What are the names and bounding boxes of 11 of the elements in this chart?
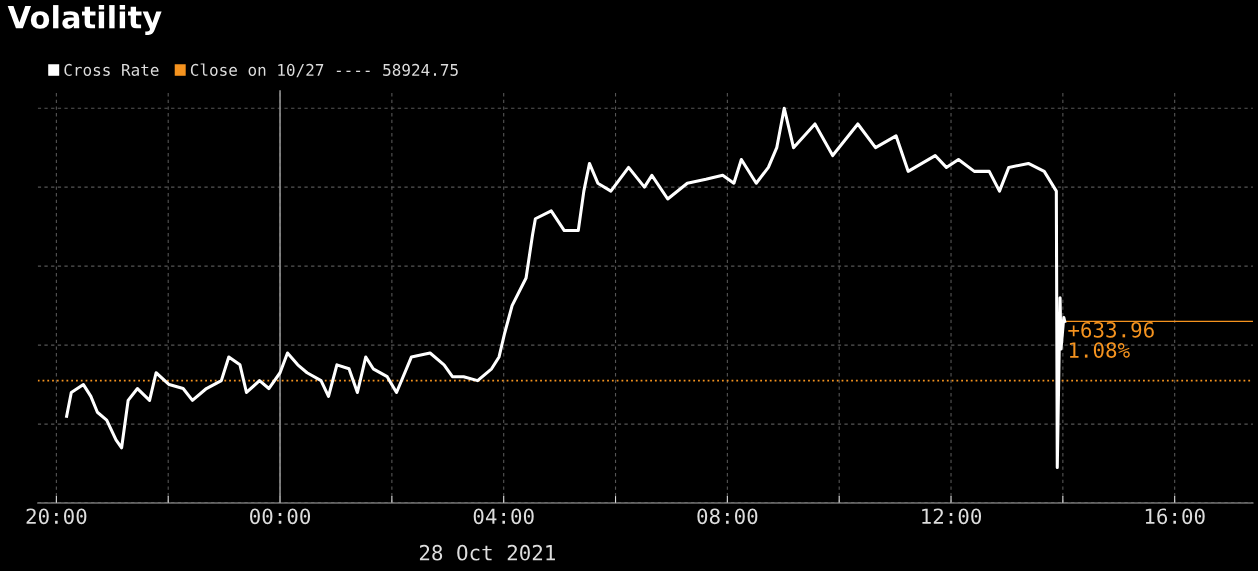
x-tick-label: 16:00 bbox=[1145, 508, 1205, 525]
x-tick-label: 20:00 bbox=[26, 508, 87, 525]
text: 28 Oct 2021 bbox=[419, 544, 555, 561]
chart-title: Volatility bbox=[7, 5, 162, 35]
x-tick-label: 08:00 bbox=[697, 508, 758, 525]
annotation: +633.96 1.08% bbox=[1068, 321, 1154, 358]
legend-label: Cross Rate bbox=[64, 63, 159, 76]
x-tick-label: 04:00 bbox=[473, 508, 534, 525]
x-tick-label: 12:00 bbox=[922, 508, 982, 525]
legend-label: Close on 10/27 ---- 58924.75 bbox=[190, 63, 458, 78]
x-tick-label: 00:00 bbox=[250, 508, 311, 525]
